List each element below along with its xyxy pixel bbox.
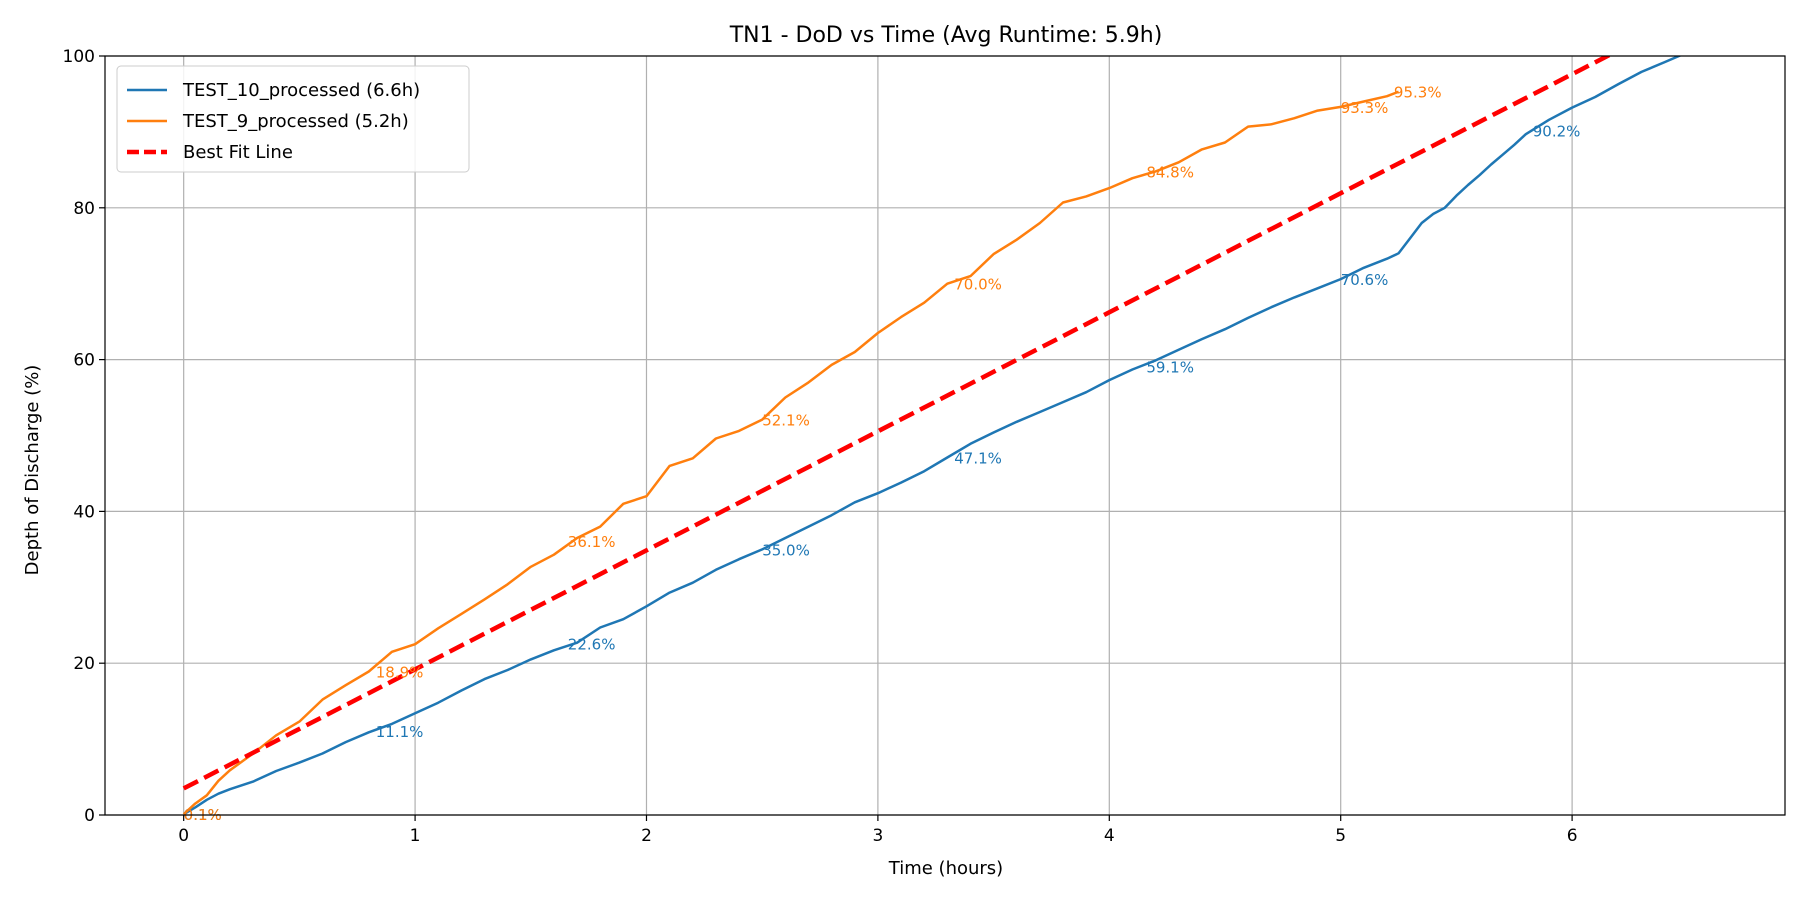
legend-box: [116, 65, 470, 173]
data-label: 11.1%: [376, 723, 424, 741]
x-tick-label: 6: [1567, 826, 1578, 846]
y-tick-label: 100: [63, 47, 95, 67]
chart-title: TN1 - DoD vs Time (Avg Runtime: 5.9h): [729, 23, 1163, 48]
x-tick-label: 4: [1104, 826, 1115, 846]
data-label: 36.1%: [568, 533, 616, 551]
x-axis-title: Time (hours): [888, 858, 1003, 879]
x-tick-label: 0: [178, 826, 189, 846]
legend-entry: Best Fit Line: [183, 142, 293, 163]
y-tick-label: 20: [73, 654, 95, 674]
y-tick-label: 0: [84, 806, 95, 826]
plot-frame: [104, 55, 1786, 816]
data-label: 35.0%: [762, 541, 810, 559]
series-line-2: [182, 56, 1613, 791]
data-label: 70.6%: [1341, 271, 1389, 289]
y-tick-label: 80: [73, 199, 95, 219]
annotation-layer: 0.1%11.1%22.6%35.0%47.1%59.1%70.6%90.2%0…: [184, 84, 1581, 825]
data-label: 22.6%: [568, 635, 616, 653]
legend-entry: TEST_9_processed (5.2h): [182, 111, 409, 132]
data-label: 84.8%: [1146, 163, 1194, 181]
x-tick-label: 3: [872, 826, 883, 846]
series-line-1: [182, 90, 1400, 815]
x-tick-label: 2: [641, 826, 652, 846]
data-label: 18.9%: [376, 664, 424, 682]
series-layer: [182, 56, 1683, 815]
data-label: 70.0%: [954, 276, 1002, 294]
series-line-0: [183, 56, 1683, 815]
data-label: 90.2%: [1533, 122, 1581, 140]
x-tick-label: 1: [410, 826, 421, 846]
y-axis-title: Depth of Discharge (%): [22, 365, 43, 576]
data-label: 47.1%: [954, 450, 1002, 468]
legend: TEST_10_processed (6.6h) TEST_9_processed…: [116, 65, 470, 173]
data-label: 93.3%: [1341, 99, 1389, 117]
y-tick-label: 60: [73, 351, 95, 371]
x-tick-label: 5: [1335, 826, 1346, 846]
legend-entry: TEST_10_processed (6.6h): [182, 80, 420, 101]
data-label: 95.3%: [1394, 84, 1442, 102]
y-tick-label: 40: [73, 502, 95, 522]
data-label: 59.1%: [1146, 358, 1194, 376]
data-label: 52.1%: [762, 412, 810, 430]
